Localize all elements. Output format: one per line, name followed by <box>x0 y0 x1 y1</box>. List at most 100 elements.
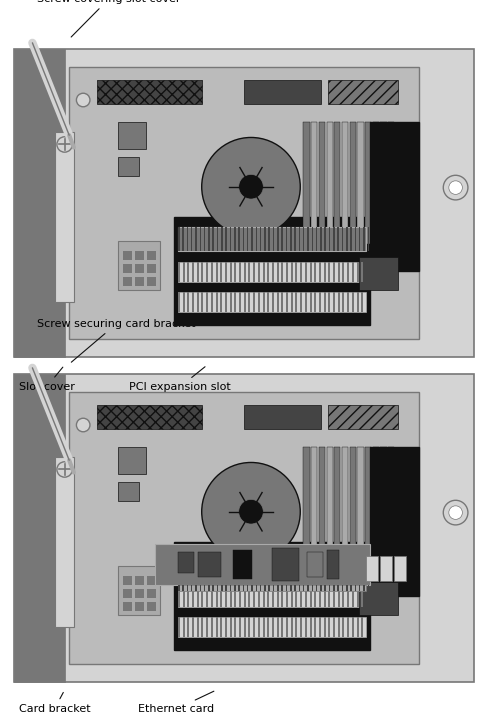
Bar <box>320 227 322 251</box>
Bar <box>239 617 241 637</box>
Bar <box>212 585 214 591</box>
Bar <box>324 293 326 312</box>
Bar <box>333 617 335 637</box>
Bar <box>282 262 284 282</box>
Bar <box>239 293 241 312</box>
Bar <box>312 227 313 251</box>
Bar <box>147 264 156 273</box>
Bar <box>305 262 307 282</box>
Bar <box>253 293 255 312</box>
Bar <box>276 293 278 312</box>
Bar <box>268 293 269 312</box>
Bar <box>338 617 340 637</box>
Bar <box>319 587 321 607</box>
Bar <box>354 227 356 251</box>
Bar <box>291 587 292 607</box>
Bar <box>328 231 330 251</box>
Bar <box>202 293 203 312</box>
Bar <box>307 585 309 591</box>
Bar <box>234 587 236 607</box>
Bar <box>197 293 198 312</box>
Bar <box>230 293 232 312</box>
Bar <box>328 617 330 637</box>
Bar <box>328 293 330 312</box>
Bar <box>244 405 321 429</box>
Bar <box>234 227 235 251</box>
Bar <box>182 231 184 251</box>
Bar <box>272 587 274 607</box>
Bar <box>256 585 257 591</box>
Bar <box>314 587 316 607</box>
Bar <box>14 49 64 357</box>
Bar <box>300 231 302 251</box>
Bar <box>225 262 227 282</box>
Bar <box>221 227 222 251</box>
Bar <box>360 257 398 290</box>
Bar <box>324 587 326 607</box>
Bar <box>305 231 307 251</box>
Bar <box>361 617 363 637</box>
Bar <box>272 548 299 581</box>
Circle shape <box>76 93 90 107</box>
Bar <box>178 585 366 591</box>
Bar <box>118 241 160 290</box>
Bar <box>174 542 370 650</box>
Bar <box>206 262 208 282</box>
Bar <box>182 617 184 637</box>
Bar <box>253 262 255 282</box>
Bar <box>342 262 344 282</box>
Bar <box>314 617 316 637</box>
Bar <box>273 585 274 591</box>
Bar <box>178 262 180 282</box>
Bar <box>365 122 372 244</box>
Bar <box>338 585 339 591</box>
Bar <box>324 585 326 591</box>
Bar <box>118 157 139 176</box>
Bar <box>307 227 309 251</box>
Bar <box>282 585 283 591</box>
Bar <box>300 293 302 312</box>
Bar <box>136 589 143 597</box>
Bar <box>186 585 188 591</box>
Bar <box>188 231 190 251</box>
Bar <box>225 587 227 607</box>
Bar <box>333 231 335 251</box>
Bar <box>277 227 278 251</box>
Bar <box>291 231 292 251</box>
Bar <box>200 585 201 591</box>
Bar <box>197 231 198 251</box>
Bar <box>342 617 344 637</box>
Bar <box>361 293 363 312</box>
Bar <box>244 617 246 637</box>
Bar <box>366 556 378 581</box>
Bar <box>296 262 298 282</box>
Bar <box>251 585 253 591</box>
Bar <box>238 585 240 591</box>
Bar <box>262 617 264 637</box>
Bar <box>211 293 213 312</box>
Bar <box>360 582 398 614</box>
Bar <box>136 264 143 273</box>
Circle shape <box>76 418 90 431</box>
Bar <box>303 585 304 591</box>
Bar <box>311 446 318 569</box>
Bar <box>347 617 349 637</box>
Bar <box>202 617 203 637</box>
Bar <box>290 585 292 591</box>
Bar <box>221 585 222 591</box>
Bar <box>253 587 255 607</box>
Bar <box>359 227 360 251</box>
Bar <box>380 122 386 244</box>
Bar <box>211 262 213 282</box>
Bar <box>118 446 146 473</box>
Bar <box>342 293 344 312</box>
Bar <box>370 446 419 596</box>
Bar <box>182 262 184 282</box>
Bar <box>178 231 180 251</box>
Bar <box>248 617 250 637</box>
Bar <box>372 446 379 569</box>
Bar <box>310 231 312 251</box>
Bar <box>365 446 372 569</box>
Bar <box>244 231 246 251</box>
Bar <box>69 68 419 338</box>
